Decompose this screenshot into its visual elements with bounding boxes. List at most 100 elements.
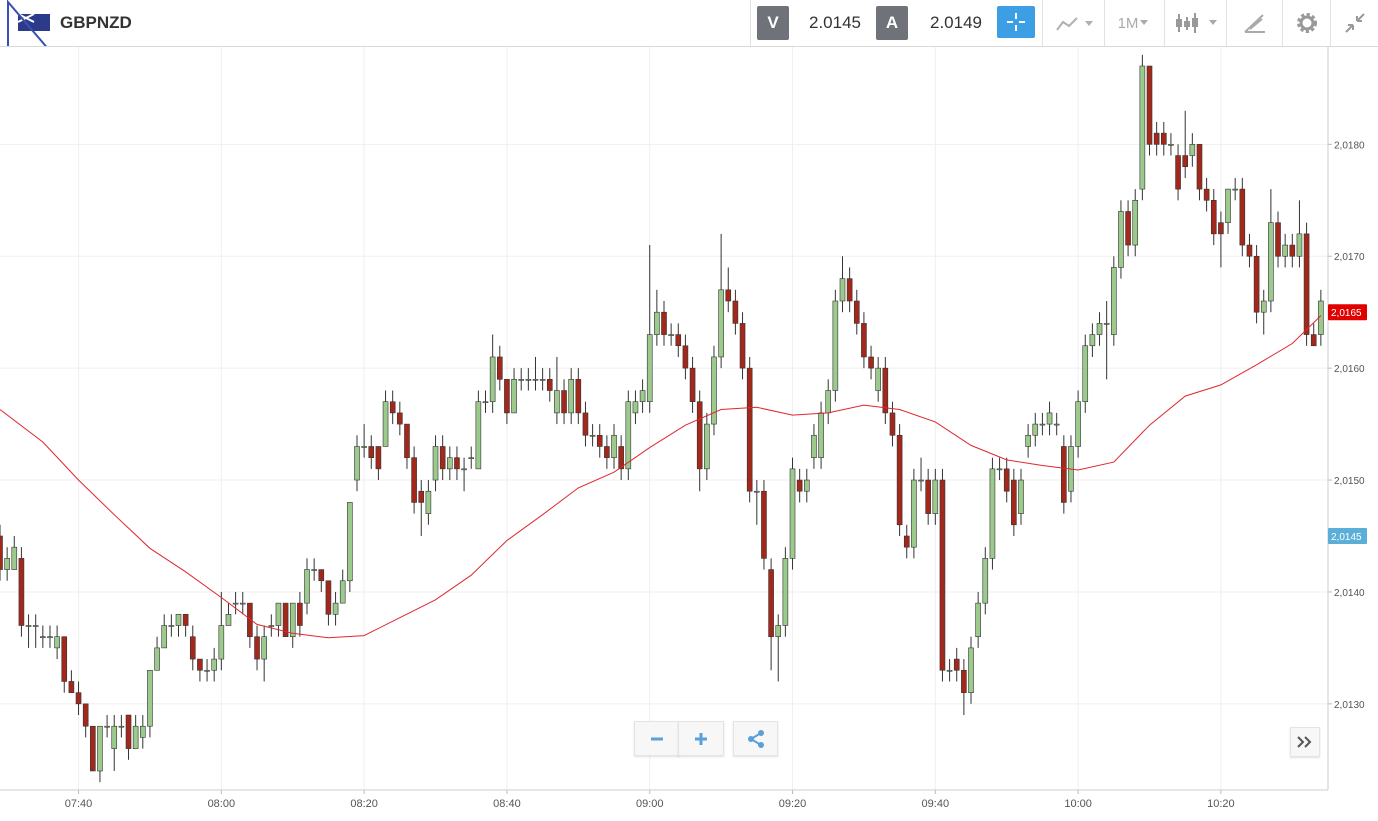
candle-body xyxy=(1175,155,1181,190)
candle xyxy=(832,289,839,402)
candle xyxy=(132,715,139,749)
candle-body xyxy=(632,401,639,414)
candle xyxy=(211,647,217,682)
candle xyxy=(261,625,267,682)
candle xyxy=(546,368,553,402)
candle-body xyxy=(582,412,589,436)
candle-body xyxy=(525,379,532,381)
buy-label: A xyxy=(876,6,908,40)
candle xyxy=(1053,412,1060,436)
x-tick-label: 09:40 xyxy=(922,798,950,810)
settings-button[interactable] xyxy=(1282,0,1331,46)
chart-style-button[interactable] xyxy=(1042,0,1105,46)
candle xyxy=(611,424,617,469)
candle xyxy=(461,457,467,492)
interval-button[interactable]: 1M xyxy=(1104,0,1165,46)
candle-body xyxy=(0,535,3,570)
candle-body xyxy=(318,569,325,582)
candle xyxy=(803,468,810,503)
candle xyxy=(361,424,367,458)
candle-body xyxy=(1125,211,1131,246)
candle-body xyxy=(889,412,896,436)
share-button[interactable] xyxy=(733,721,778,756)
buy-group[interactable]: A 2.0149 xyxy=(870,0,990,46)
candle-body xyxy=(646,334,653,403)
candle xyxy=(197,658,203,682)
candle-body xyxy=(1118,211,1124,268)
candle-body xyxy=(111,725,118,749)
x-tick-label: 08:20 xyxy=(350,798,378,810)
candle xyxy=(1139,54,1146,201)
candle xyxy=(732,289,739,335)
candle xyxy=(75,681,82,716)
candle-body xyxy=(868,356,874,369)
x-tick-label: 08:40 xyxy=(493,798,521,810)
candle-body xyxy=(718,289,724,358)
candle-body xyxy=(361,446,367,448)
candle-body xyxy=(754,490,760,493)
candle xyxy=(254,625,260,671)
candle-body xyxy=(832,300,839,391)
collapse-button[interactable] xyxy=(1330,0,1378,46)
candle xyxy=(889,401,896,447)
candle xyxy=(368,435,375,469)
candle-body xyxy=(953,658,960,671)
candle-body xyxy=(161,625,168,649)
candle xyxy=(982,547,989,615)
candle xyxy=(1039,412,1046,436)
candle-style-button[interactable] xyxy=(1164,0,1227,46)
candle-body xyxy=(1289,244,1296,257)
candle xyxy=(1232,177,1238,201)
candle-body xyxy=(1253,255,1260,313)
candle xyxy=(696,390,703,492)
candle-body xyxy=(468,457,475,459)
candle xyxy=(418,480,425,536)
crosshair-button[interactable] xyxy=(997,6,1035,38)
x-tick-label: 10:00 xyxy=(1064,798,1092,810)
candle xyxy=(1296,200,1303,268)
candle xyxy=(875,356,881,402)
candle xyxy=(561,379,567,425)
candle xyxy=(853,289,860,335)
share-icon xyxy=(747,729,764,748)
candle-body xyxy=(761,490,767,559)
candle xyxy=(40,625,46,648)
x-tick-label: 08:00 xyxy=(208,798,236,810)
candle-body xyxy=(247,602,253,638)
candle xyxy=(1118,200,1124,279)
candle-body xyxy=(1032,423,1039,436)
candle-body xyxy=(639,390,646,403)
candle xyxy=(939,468,946,682)
candle xyxy=(1089,323,1096,357)
candle-body xyxy=(682,345,689,369)
zoom-in-button[interactable] xyxy=(678,721,724,756)
candle xyxy=(953,647,960,682)
sell-label: V xyxy=(757,6,789,40)
candle-body xyxy=(818,412,824,458)
candle-body xyxy=(1218,222,1224,235)
candle xyxy=(61,636,68,693)
candle xyxy=(289,602,296,648)
candle-body xyxy=(197,658,203,671)
candle-body xyxy=(382,401,389,447)
candle xyxy=(918,457,924,492)
candle xyxy=(1096,312,1103,346)
candle-body xyxy=(54,636,60,649)
draw-button[interactable] xyxy=(1226,0,1283,46)
candle xyxy=(946,659,953,682)
candle-body xyxy=(611,434,617,458)
sell-group[interactable]: V 2.0145 xyxy=(750,0,871,46)
candle-body xyxy=(811,434,817,458)
candle xyxy=(175,614,182,637)
candle-body xyxy=(803,479,810,492)
candle xyxy=(382,390,389,447)
candle xyxy=(761,480,767,570)
candle xyxy=(54,625,60,660)
candle-body xyxy=(432,446,439,481)
toolbar: GBPNZD V 2.0145 A 2.0149 1M xyxy=(0,0,1378,47)
candle xyxy=(861,312,867,369)
candle-body xyxy=(911,479,917,548)
zoom-out-button[interactable] xyxy=(634,721,680,756)
scroll-right-button[interactable] xyxy=(1290,727,1320,757)
candle xyxy=(118,715,125,738)
